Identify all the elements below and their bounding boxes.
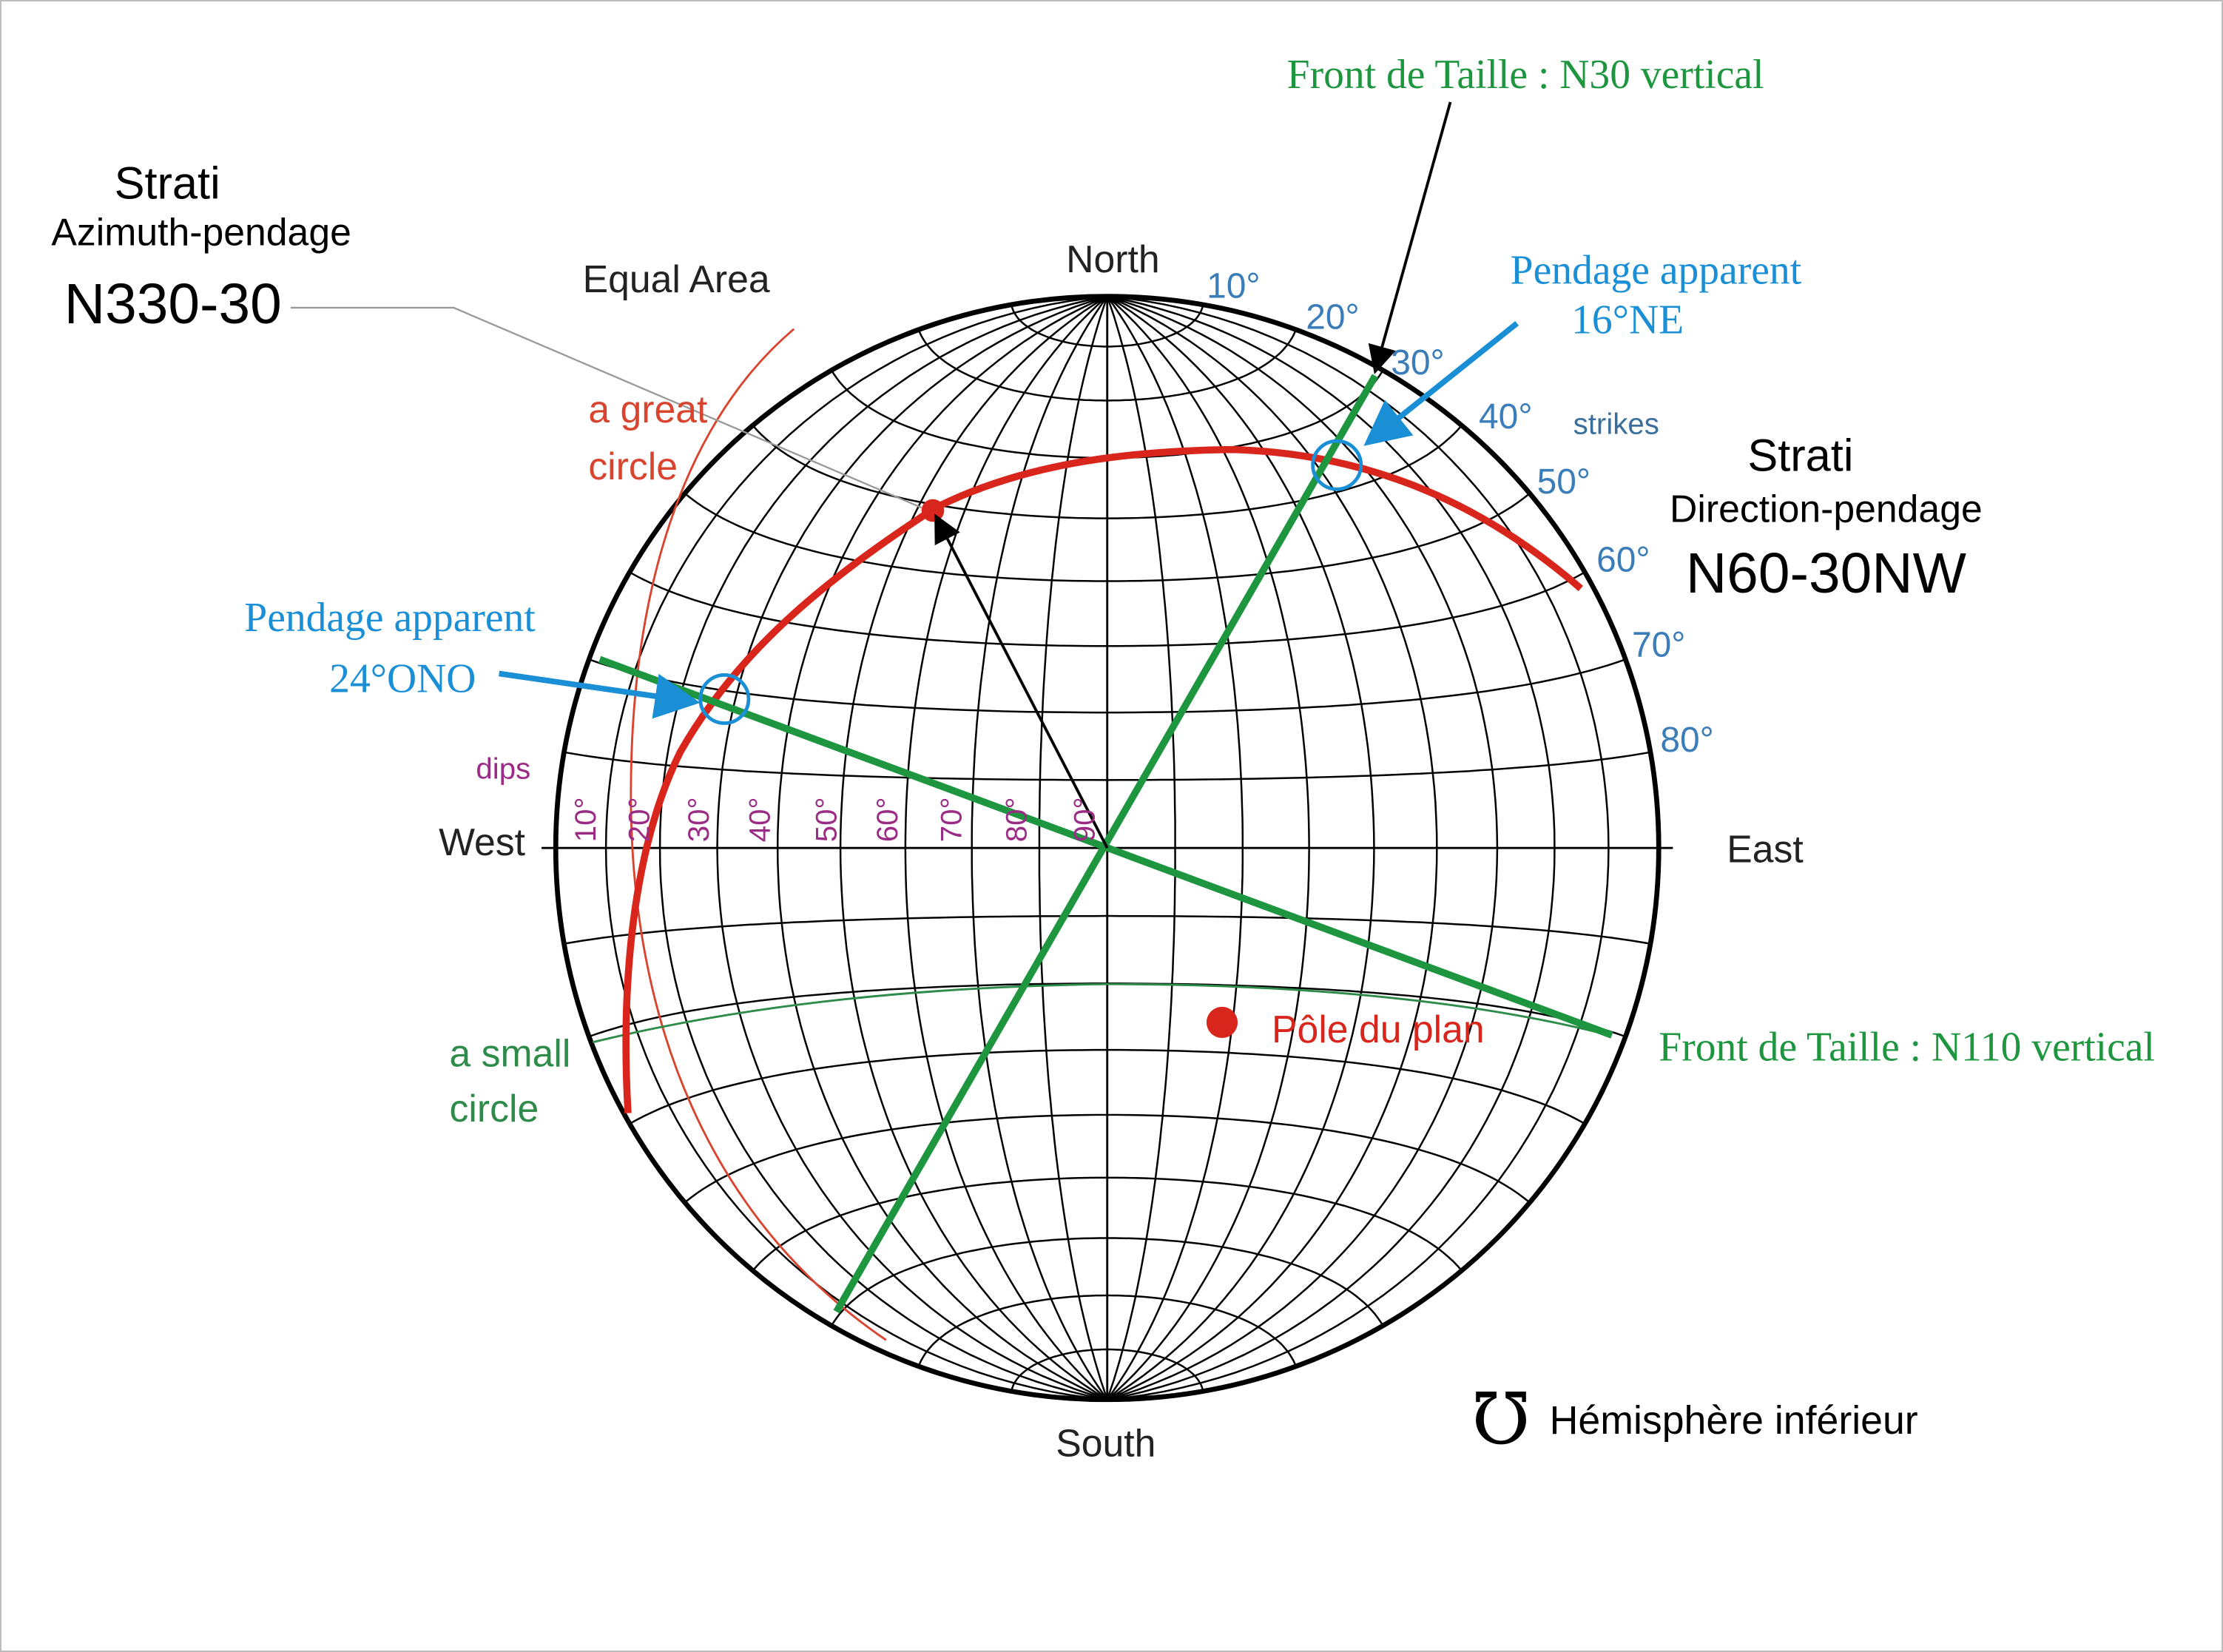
strike-tick-label: 20° [1306, 298, 1359, 337]
subheading: Azimuth-pendage [51, 211, 351, 254]
leader-arrow [1368, 101, 1452, 374]
south-label: South [1056, 1421, 1156, 1464]
strike-tick-label: 80° [1660, 721, 1713, 760]
dip-tick-label: 10° [569, 797, 602, 842]
face-n30-label: Front de Taille : N30 vertical [1287, 52, 1764, 98]
value: N330-30 [64, 273, 282, 336]
dip-tick-label: 40° [743, 797, 777, 842]
leader-line [290, 306, 922, 509]
hemisphere-symbol: ℧ [1471, 1380, 1530, 1459]
net-primitive [553, 294, 1662, 1403]
pole-point [1206, 1006, 1238, 1039]
west-label: West [439, 820, 525, 863]
strike-tick-label: 50° [1537, 462, 1590, 502]
dips-label: dips [476, 752, 530, 785]
dip-vector-point [921, 499, 945, 522]
dip-tick-label: 60° [871, 797, 904, 842]
hemisphere-label: Hémisphère inférieur [1550, 1398, 1918, 1443]
apparent-dip-marker [1311, 439, 1363, 491]
great-circle-label: circle [588, 445, 678, 488]
north-label: North [1066, 237, 1160, 280]
tick-labels: 10°20°30°40°50°60°70°80°10° 20° 30° 40° 50° 6… [569, 267, 1714, 843]
apparent-dip-value: 16°NE [1571, 297, 1684, 343]
apparent-dip-title: Pendage apparent [1511, 247, 1802, 293]
small-circle-label: a small [450, 1031, 571, 1074]
value: N60-30NW [1686, 542, 1967, 605]
small-circle-label: circle [450, 1087, 539, 1130]
face-n110-label: Front de Taille : N110 vertical [1659, 1025, 2155, 1071]
great-circle-label: a great [588, 388, 707, 431]
dip-tick-label: 70° [934, 797, 968, 842]
strikes-label: strikes [1573, 408, 1659, 441]
heading: Strati [115, 157, 220, 208]
apparent-dip-marker [698, 672, 751, 725]
blue-arrow [499, 670, 701, 719]
strike-tick-label: 70° [1632, 625, 1685, 664]
dip-tick-label: 20° [623, 797, 656, 842]
blue-arrow [1363, 321, 1519, 446]
strike-tick-label: 60° [1596, 540, 1650, 579]
strike-tick-label: 40° [1479, 397, 1532, 436]
dip-arrow [934, 513, 1109, 849]
strike-tick-label: 10° [1207, 267, 1260, 306]
projection-label: Equal Area [583, 257, 770, 300]
apparent-dip-value: 24°ONO [329, 655, 476, 701]
dip-tick-label: 30° [682, 797, 715, 842]
dip-tick-label: 50° [810, 797, 843, 842]
dip-tick-label: 90° [1068, 797, 1102, 842]
strike-tick-label: 30° [1391, 343, 1444, 382]
apparent-dip-title: Pendage apparent [244, 595, 536, 641]
example-great-circle [630, 328, 887, 1341]
heading: Strati [1747, 429, 1853, 480]
dip-tick-label: 80° [1000, 797, 1033, 842]
example-small-circle [592, 982, 1610, 1044]
east-label: East [1727, 827, 1804, 870]
pole-label: Pôle du plan [1272, 1008, 1485, 1051]
subheading: Direction-pendage [1670, 487, 1983, 530]
